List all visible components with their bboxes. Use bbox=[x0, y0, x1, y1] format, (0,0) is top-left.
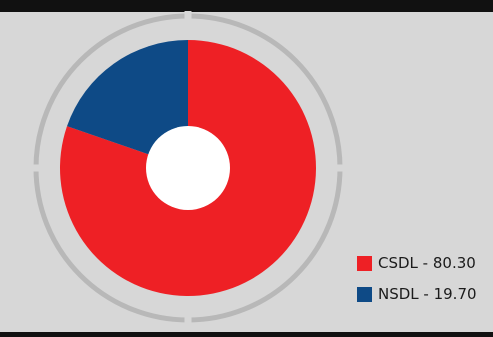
legend-swatch-nsdl bbox=[357, 286, 372, 302]
ring-gap-bottom bbox=[184, 315, 192, 325]
decorative-ring bbox=[31, 11, 345, 325]
legend-item-csdl: CSDL - 80.30 bbox=[357, 254, 476, 272]
donut-hole bbox=[146, 126, 230, 210]
legend-label-nsdl: NSDL - 19.70 bbox=[378, 285, 477, 303]
top-bar bbox=[0, 0, 493, 12]
ring-gap-left bbox=[31, 164, 41, 172]
legend-label-csdl: CSDL - 80.30 bbox=[378, 254, 476, 272]
legend-item-nsdl: NSDL - 19.70 bbox=[357, 285, 477, 303]
ring-gap-top bbox=[184, 11, 192, 21]
ring-gap-right bbox=[335, 164, 345, 172]
legend-swatch-csdl bbox=[357, 255, 372, 271]
slice-nsdl bbox=[67, 40, 188, 168]
